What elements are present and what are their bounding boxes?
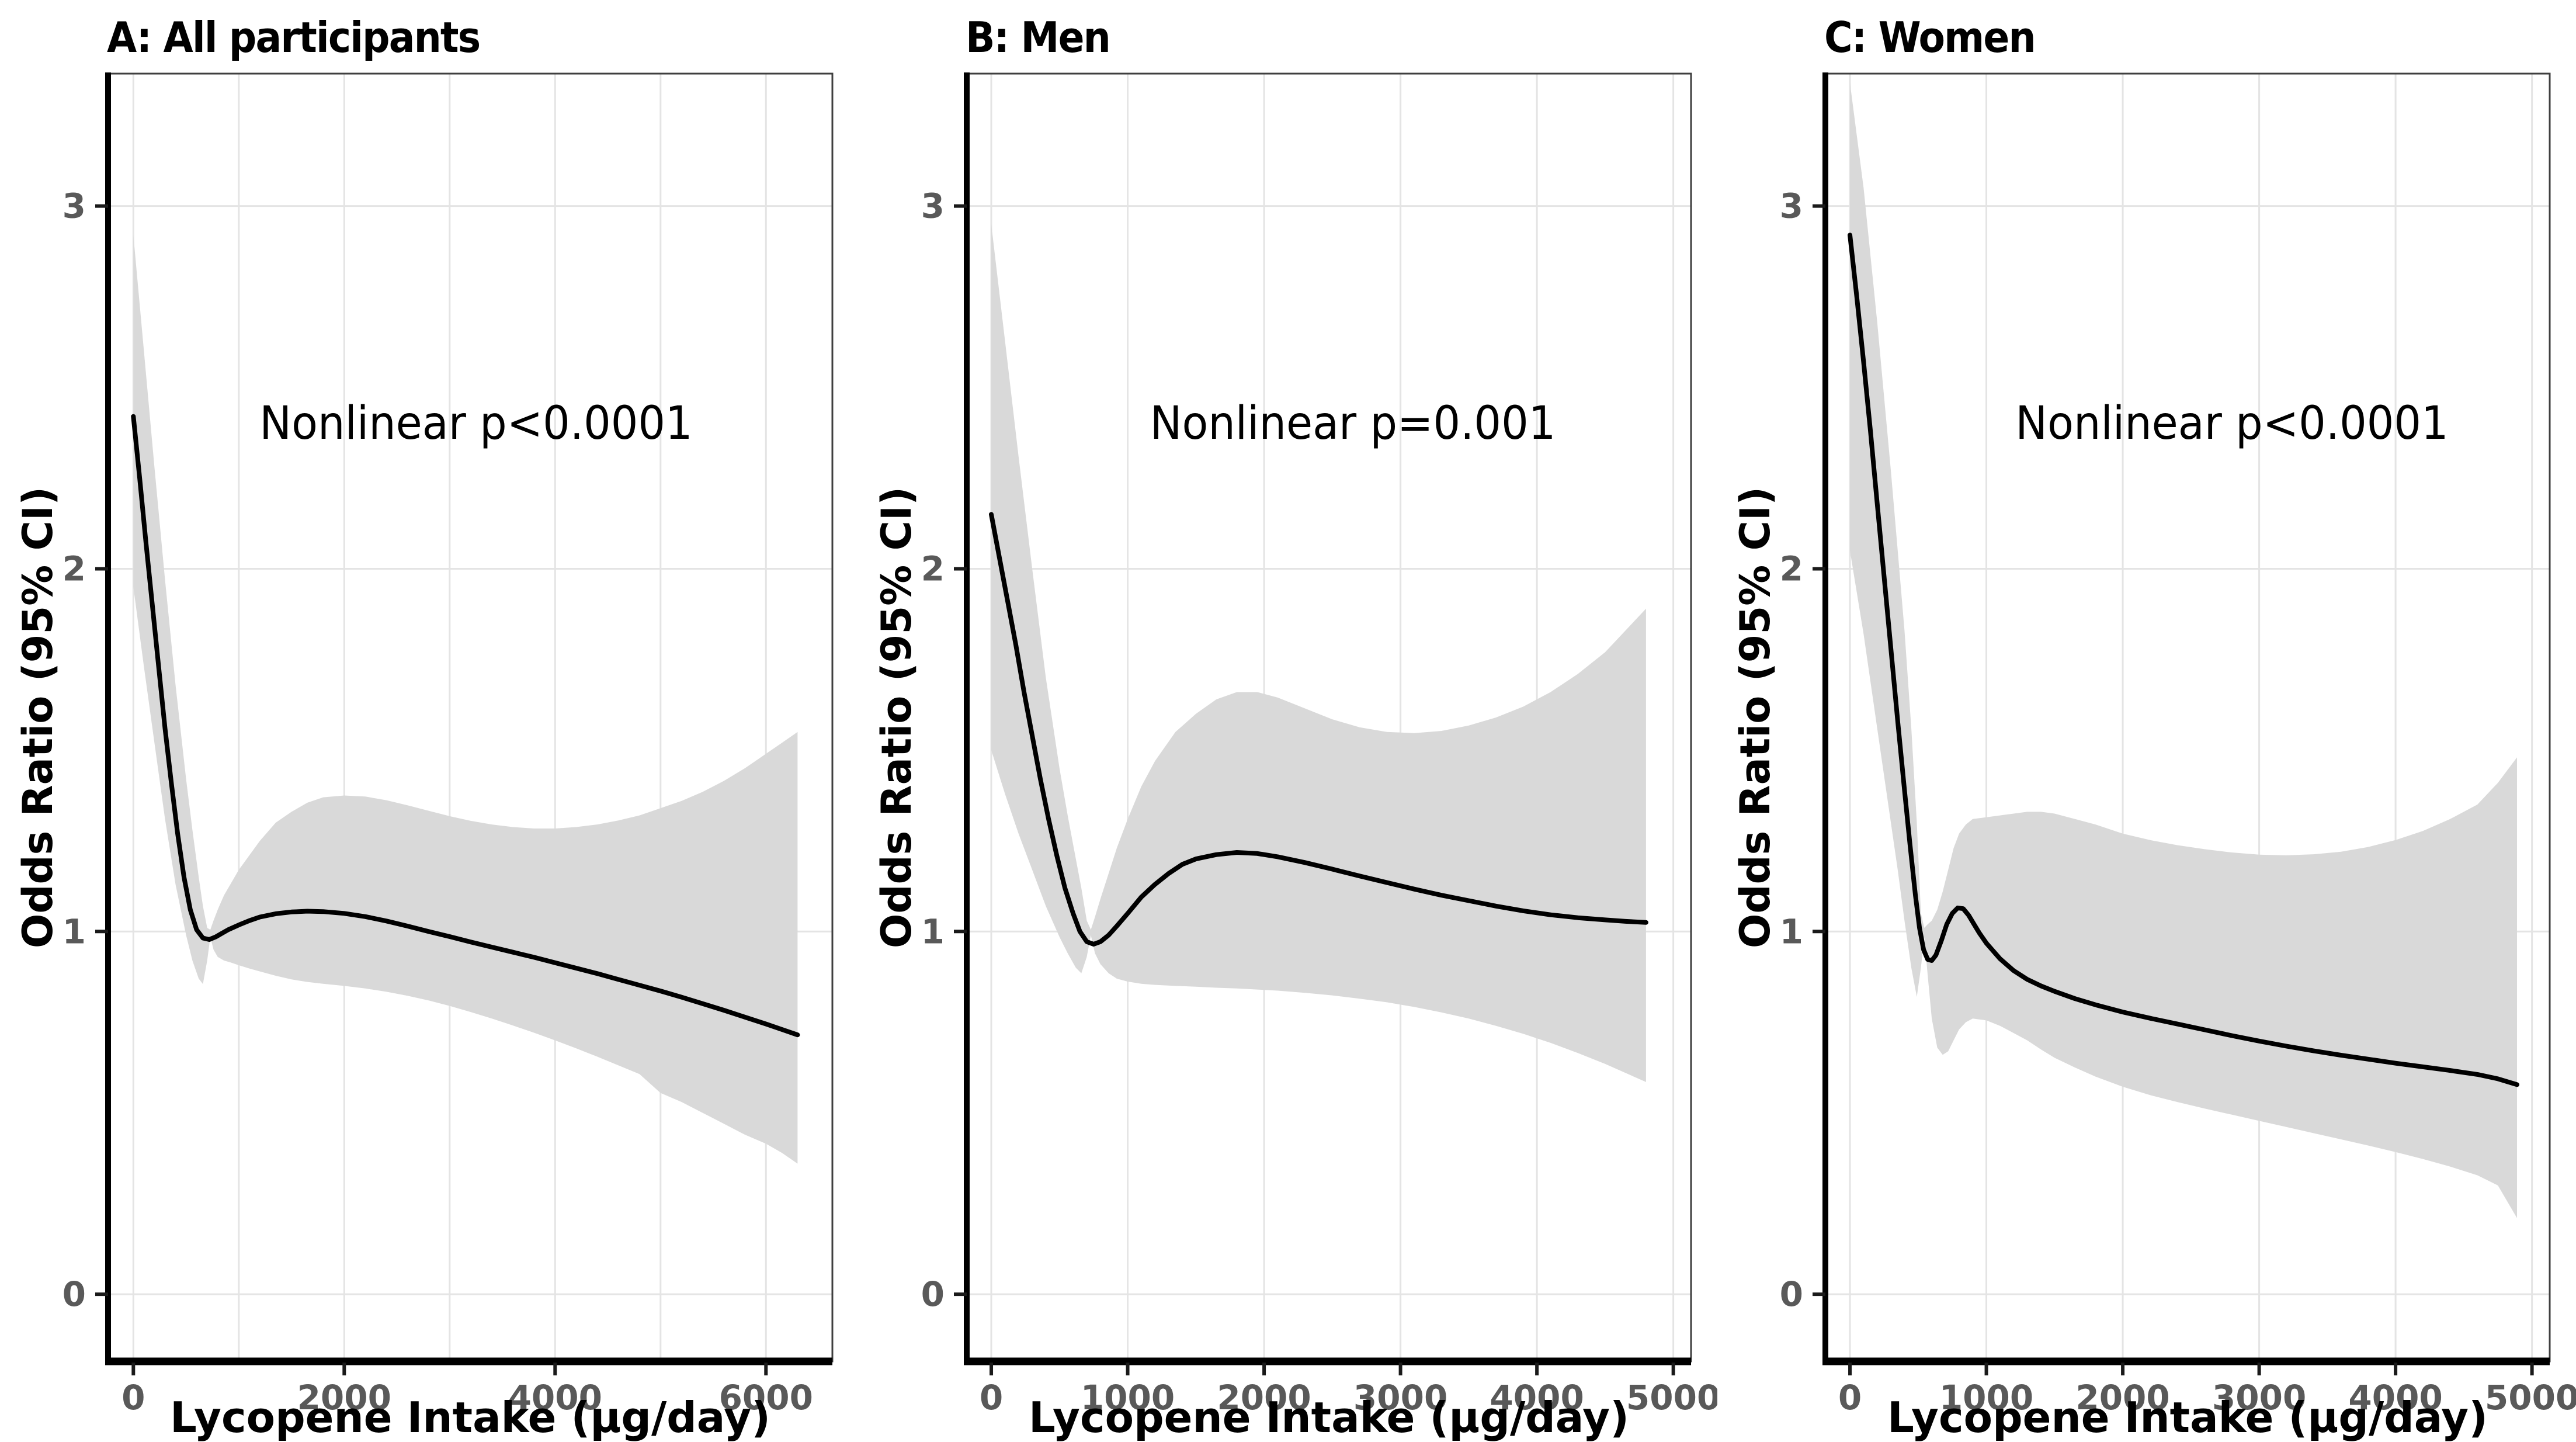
y-tick-label-3: 3 [921, 186, 945, 226]
x-tick-label-1000: 1000 [1939, 1378, 2033, 1417]
ci-band [1850, 82, 2517, 1218]
panel-title-c: C: Women [1824, 13, 2036, 62]
chart-svg-men: 0 1 2 3 0 1000 2000 3000 4000 5000 [921, 72, 1717, 1417]
chart-svg-all-participants: 0 1 2 3 0 2000 4000 6000 [63, 72, 834, 1417]
y-tick-label-3: 3 [63, 186, 86, 226]
panel-title-a: A: All participants [107, 13, 481, 62]
x-tick-label-1000: 1000 [1081, 1378, 1175, 1417]
y-tick-label-1: 1 [63, 911, 86, 951]
panel-all-participants: 0 1 2 3 0 2000 4000 6000 A: All participants No… [0, 0, 859, 1442]
y-axis-title-b: Odds Ratio (95% CI) [873, 486, 921, 949]
odds-ratio-curve [131, 414, 800, 1038]
x-tick-label-5000: 5000 [2485, 1378, 2576, 1417]
plot-border [1824, 72, 2551, 1363]
odds-ratio-curve [989, 512, 1648, 947]
x-axis-title-b: Lycopene Intake (μg/day) [1029, 1393, 1629, 1442]
y-axis-title-wrap-a: Odds Ratio (95% CI) [0, 74, 76, 1361]
x-tick-label-0: 0 [980, 1378, 1003, 1417]
panel-title-b: B: Men [966, 13, 1111, 62]
y-axis-title-wrap-b: Odds Ratio (95% CI) [859, 74, 935, 1361]
y-tick-label-0: 0 [63, 1274, 86, 1314]
x-axis-title-a: Lycopene Intake (μg/day) [170, 1393, 770, 1442]
x-tick-label-3000: 3000 [1353, 1378, 1447, 1417]
y-tick-label-0: 0 [921, 1274, 945, 1314]
y-tick-label-0: 0 [1780, 1274, 1803, 1314]
x-tick-label-2000: 2000 [297, 1378, 391, 1417]
x-tick-label-3000: 3000 [2212, 1378, 2306, 1417]
x-tick-label-4000: 4000 [2348, 1378, 2442, 1417]
y-tick-label-1: 1 [921, 911, 945, 951]
x-axis-title-c: Lycopene Intake (μg/day) [1887, 1393, 2488, 1442]
annotation-text-a: Nonlinear p<0.0001 [259, 397, 693, 450]
panel-women: 0 1 2 3 0 1000 2000 3000 4000 5000 C: Women Nonli… [1717, 0, 2576, 1442]
y-axis-title-a: Odds Ratio (95% CI) [14, 486, 63, 949]
y-tick-label-2: 2 [1780, 549, 1803, 588]
y-tick-label-3: 3 [1780, 186, 1803, 226]
y-axis-title-c: Odds Ratio (95% CI) [1731, 486, 1780, 949]
y-axis-title-wrap-c: Odds Ratio (95% CI) [1717, 74, 1793, 1361]
y-tick-label-1: 1 [1780, 911, 1803, 951]
chart-svg-women: 0 1 2 3 0 1000 2000 3000 4000 5000 [1780, 72, 2576, 1417]
odds-ratio-curve [1848, 233, 2519, 1087]
x-tick-label-2000: 2000 [1217, 1378, 1311, 1417]
x-tick-label-0: 0 [1838, 1378, 1862, 1417]
x-tick-label-6000: 6000 [719, 1378, 813, 1417]
x-tick-label-4000: 4000 [508, 1378, 602, 1417]
x-tick-label-4000: 4000 [1490, 1378, 1584, 1417]
y-tick-label-2: 2 [63, 549, 86, 588]
plot-border [107, 72, 834, 1363]
ci-band [133, 235, 798, 1164]
panel-men: 0 1 2 3 0 1000 2000 3000 4000 5000 B: Men Nonline… [859, 0, 1717, 1442]
annotation-text-c: Nonlinear p<0.0001 [2015, 397, 2449, 450]
x-tick-label-2000: 2000 [2075, 1378, 2169, 1417]
x-tick-label-5000: 5000 [1626, 1378, 1717, 1417]
annotation-text-b: Nonlinear p=0.001 [1150, 397, 1556, 450]
ci-band [991, 224, 1646, 1082]
y-tick-label-2: 2 [921, 549, 945, 588]
x-tick-label-0: 0 [121, 1378, 145, 1417]
